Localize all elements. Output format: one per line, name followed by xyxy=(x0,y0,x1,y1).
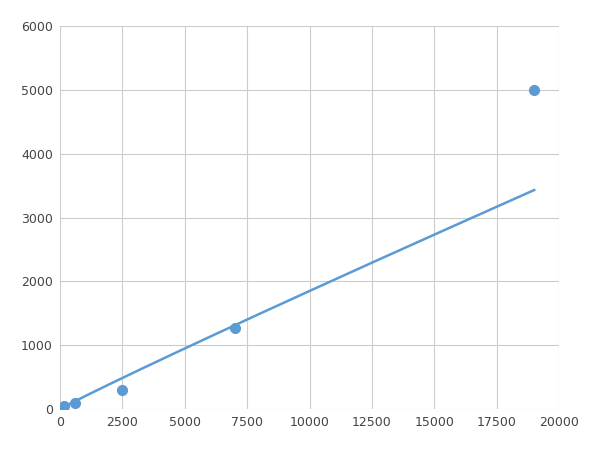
Point xyxy=(59,402,68,410)
Point xyxy=(230,324,239,331)
Point xyxy=(529,86,539,93)
Point xyxy=(118,387,127,394)
Point xyxy=(71,399,80,406)
